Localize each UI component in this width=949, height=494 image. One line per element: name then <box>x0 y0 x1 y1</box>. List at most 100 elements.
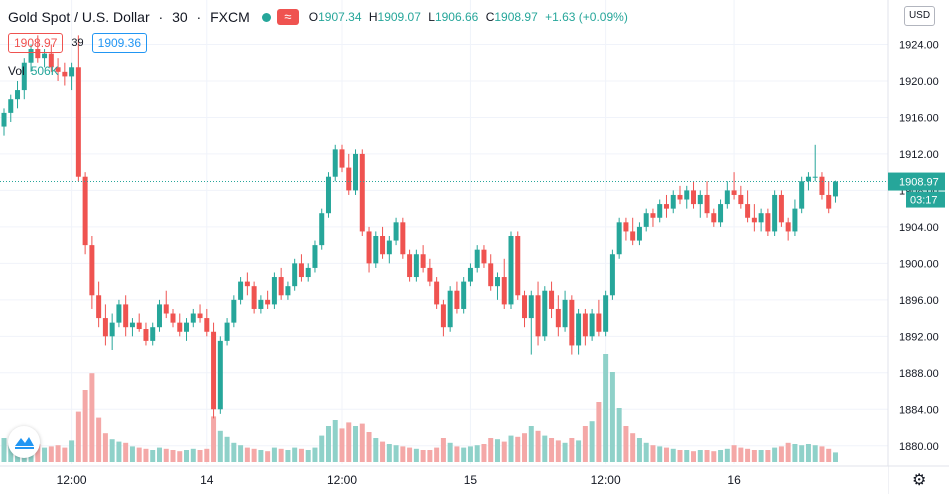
candle-63[interactable] <box>427 258 433 287</box>
candle-52[interactable] <box>353 149 359 195</box>
candle-76[interactable] <box>515 231 521 300</box>
candle-55[interactable] <box>373 231 379 268</box>
candle-83[interactable] <box>562 290 568 332</box>
candle-46[interactable] <box>312 240 318 273</box>
candle-102[interactable] <box>691 181 697 209</box>
candle-78[interactable] <box>528 290 534 355</box>
candle-79[interactable] <box>535 281 541 346</box>
candle-93[interactable] <box>630 217 636 246</box>
candle-26[interactable] <box>177 313 183 337</box>
candle-116[interactable] <box>785 217 791 241</box>
candle-35[interactable] <box>238 277 244 305</box>
candle-96[interactable] <box>650 208 656 227</box>
candle-120[interactable] <box>812 144 818 182</box>
candle-112[interactable] <box>758 208 764 232</box>
candle-103[interactable] <box>697 190 703 218</box>
candle-101[interactable] <box>684 185 690 209</box>
candle-87[interactable] <box>589 308 595 341</box>
candle-34[interactable] <box>231 295 237 328</box>
candle-17[interactable] <box>116 299 122 328</box>
candle-68[interactable] <box>461 277 467 314</box>
candle-84[interactable] <box>569 295 575 355</box>
candle-5[interactable] <box>35 35 41 63</box>
currency-button[interactable]: USD <box>904 6 935 26</box>
candle-114[interactable] <box>772 190 778 236</box>
candle-113[interactable] <box>765 208 771 236</box>
candle-105[interactable] <box>711 208 717 227</box>
candle-25[interactable] <box>170 308 176 328</box>
candle-43[interactable] <box>292 258 298 291</box>
candle-0[interactable] <box>1 108 7 136</box>
candle-4[interactable] <box>28 44 34 72</box>
candle-2[interactable] <box>15 80 21 109</box>
candle-108[interactable] <box>731 172 737 200</box>
candle-57[interactable] <box>386 236 392 264</box>
candle-40[interactable] <box>271 272 277 309</box>
candle-77[interactable] <box>522 290 528 328</box>
candle-109[interactable] <box>738 185 744 209</box>
candle-9[interactable] <box>62 62 68 86</box>
candle-3[interactable] <box>21 58 27 100</box>
candle-95[interactable] <box>643 208 649 232</box>
candle-123[interactable] <box>832 180 838 203</box>
candle-92[interactable] <box>623 217 629 241</box>
candle-69[interactable] <box>467 263 473 287</box>
candle-89[interactable] <box>603 290 609 337</box>
buy-button[interactable]: 1909.36 <box>91 33 148 53</box>
candle-104[interactable] <box>704 181 710 218</box>
candle-58[interactable] <box>393 217 399 246</box>
candle-19[interactable] <box>129 318 135 337</box>
volume-legend[interactable]: Vol 506K <box>8 64 59 78</box>
candle-38[interactable] <box>258 295 264 314</box>
candle-67[interactable] <box>454 281 460 314</box>
candle-66[interactable] <box>447 286 453 332</box>
candle-47[interactable] <box>319 208 325 250</box>
candle-82[interactable] <box>555 295 561 337</box>
candle-37[interactable] <box>251 281 257 314</box>
candle-14[interactable] <box>96 281 102 328</box>
candle-49[interactable] <box>332 144 338 182</box>
candle-22[interactable] <box>150 322 156 346</box>
candle-15[interactable] <box>102 304 108 346</box>
candle-98[interactable] <box>663 194 669 218</box>
candle-88[interactable] <box>596 299 602 337</box>
candle-118[interactable] <box>799 176 805 214</box>
candle-13[interactable] <box>89 236 95 309</box>
candle-50[interactable] <box>339 144 345 173</box>
candle-48[interactable] <box>325 172 331 218</box>
candle-11[interactable] <box>75 35 81 182</box>
candle-29[interactable] <box>197 304 203 323</box>
candle-64[interactable] <box>434 277 440 309</box>
symbol-title[interactable]: Gold Spot / U.S. Dollar · 30 · FXCM <box>8 9 250 25</box>
candle-74[interactable] <box>501 258 507 309</box>
candle-20[interactable] <box>136 313 142 332</box>
candle-24[interactable] <box>163 290 169 319</box>
candle-32[interactable] <box>217 336 223 414</box>
candle-81[interactable] <box>549 281 555 319</box>
candle-51[interactable] <box>346 153 352 195</box>
data-problem-icon[interactable]: ≈ <box>276 9 299 25</box>
candle-59[interactable] <box>400 217 406 259</box>
candle-61[interactable] <box>413 249 419 282</box>
candle-91[interactable] <box>616 217 622 259</box>
candle-85[interactable] <box>576 308 582 355</box>
candle-75[interactable] <box>508 231 514 309</box>
candle-62[interactable] <box>420 245 426 273</box>
candle-86[interactable] <box>582 308 588 346</box>
candle-33[interactable] <box>224 318 230 346</box>
price-axis[interactable]: 1880.00 1884.00 1888.00 1892.00 1896.00 1900.… <box>887 0 949 494</box>
candle-90[interactable] <box>609 249 615 300</box>
candle-65[interactable] <box>440 299 446 337</box>
candle-72[interactable] <box>488 254 494 291</box>
candle-122[interactable] <box>826 181 832 214</box>
candle-21[interactable] <box>143 322 149 346</box>
candle-10[interactable] <box>69 62 75 91</box>
candle-94[interactable] <box>636 222 642 246</box>
candle-45[interactable] <box>305 263 311 282</box>
candle-41[interactable] <box>278 267 284 300</box>
candle-106[interactable] <box>718 199 724 227</box>
candle-8[interactable] <box>55 58 61 81</box>
candle-73[interactable] <box>494 272 500 300</box>
candle-18[interactable] <box>123 295 129 337</box>
